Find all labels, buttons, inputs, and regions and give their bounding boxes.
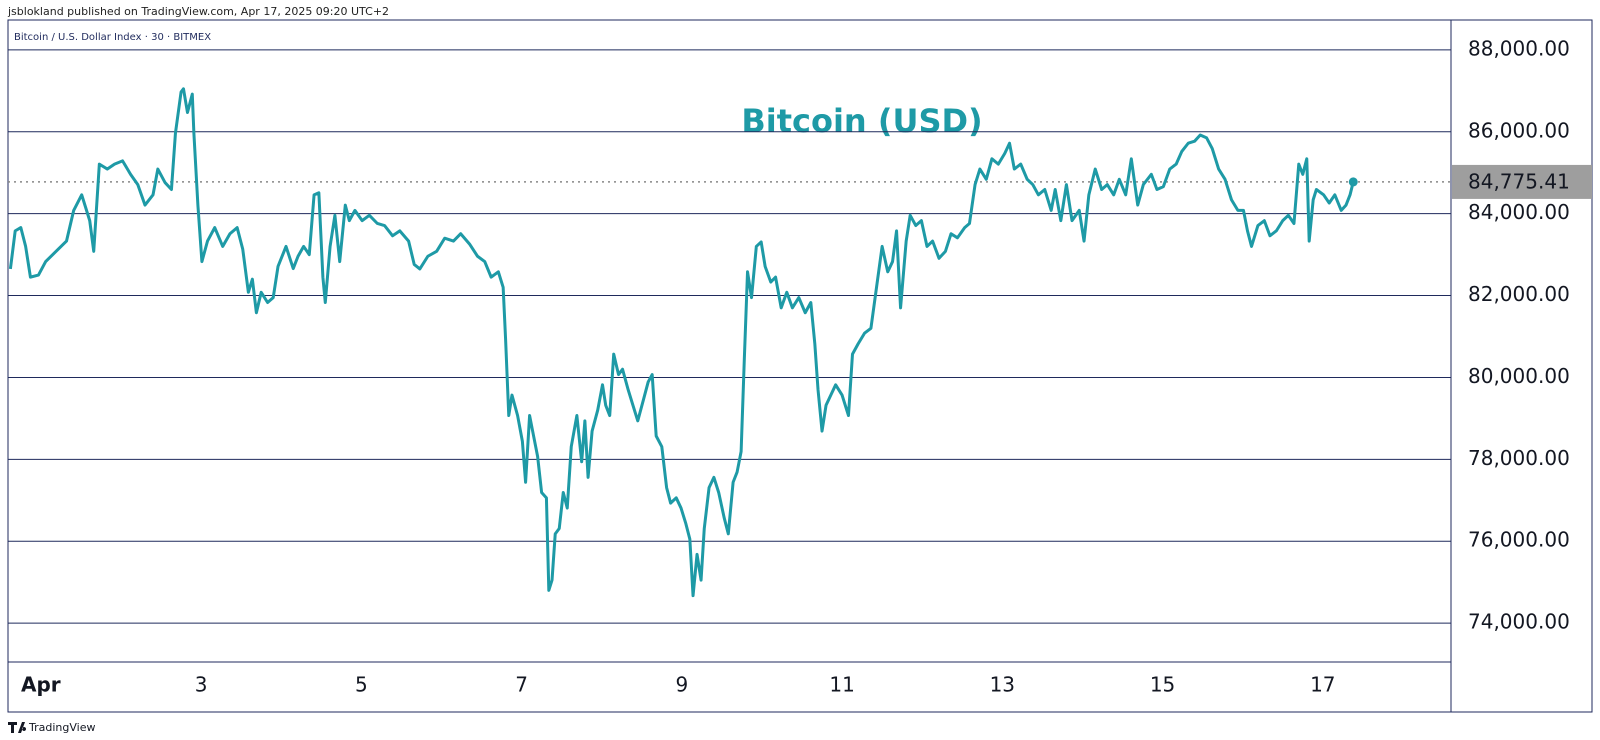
last-price-label: 84,775.41 (1468, 169, 1570, 193)
last-price-box (1452, 164, 1592, 199)
x-tick-label: 7 (515, 673, 528, 697)
y-tick-label: 80,000.00 (1468, 364, 1570, 388)
y-tick-label: 82,000.00 (1468, 282, 1570, 306)
x-tick-label: 3 (195, 673, 208, 697)
y-tick-label: 84,000.00 (1468, 200, 1570, 224)
last-point (1348, 177, 1358, 187)
brand-name: TradingView (28, 721, 95, 734)
y-tick-label: 74,000.00 (1468, 610, 1570, 634)
x-tick-label: 13 (990, 673, 1015, 697)
x-tick-label: 15 (1150, 673, 1175, 697)
x-tick-label: Apr (21, 673, 61, 697)
symbol-label: Bitcoin / U.S. Dollar Index · 30 · BITME… (14, 32, 211, 43)
y-tick-label: 86,000.00 (1468, 118, 1570, 142)
y-tick-label: 76,000.00 (1468, 528, 1570, 552)
y-tick-label: 78,000.00 (1468, 446, 1570, 470)
brand-logo (8, 722, 27, 733)
price-line (8, 87, 1355, 598)
x-tick-label: 5 (355, 673, 368, 697)
chart-title: Bitcoin (USD) (741, 102, 982, 140)
x-tick-label: 11 (829, 673, 854, 697)
chart-frame (7, 19, 1593, 713)
publish-note: jsblokland published on TradingView.com,… (7, 5, 389, 18)
x-tick-label: 9 (675, 673, 688, 697)
x-tick-label: 17 (1310, 673, 1335, 697)
y-tick-label: 88,000.00 (1468, 36, 1570, 60)
